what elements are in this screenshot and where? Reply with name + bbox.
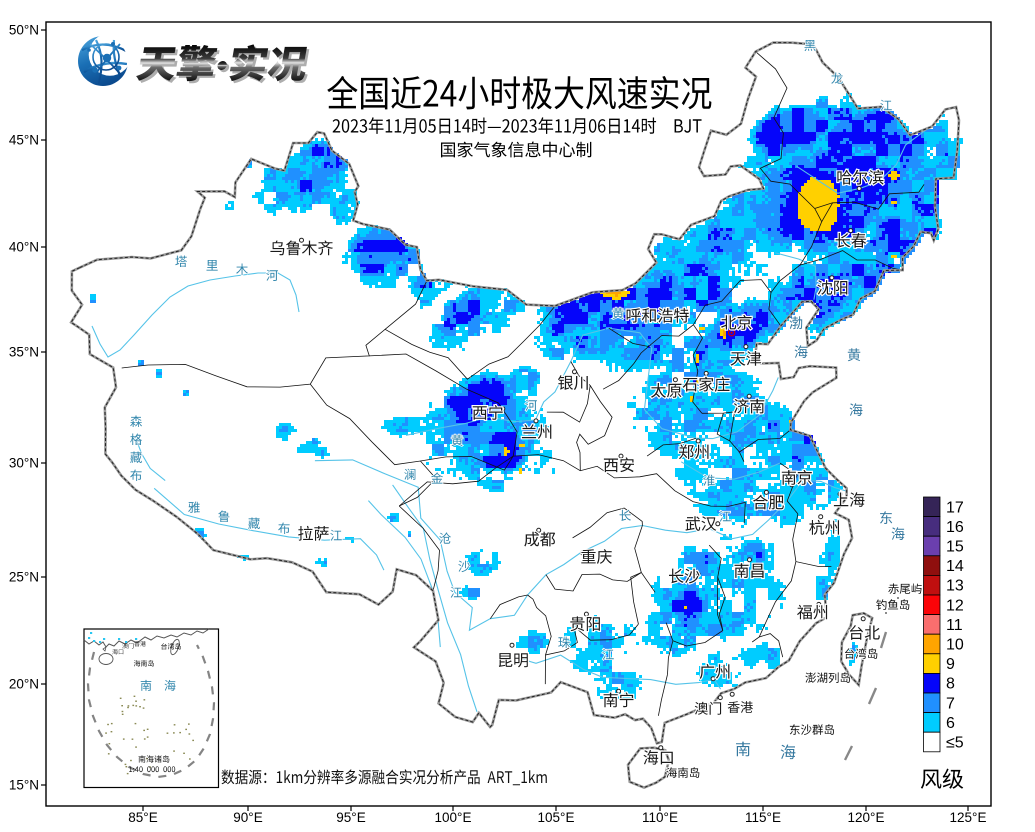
svg-text:40°N: 40°N	[9, 240, 39, 255]
svg-text:100°E: 100°E	[435, 810, 472, 825]
svg-text:10: 10	[946, 637, 964, 654]
svg-text:120°E: 120°E	[848, 810, 885, 825]
svg-text:125°E: 125°E	[950, 810, 987, 825]
svg-text:20°N: 20°N	[9, 677, 39, 692]
svg-text:11: 11	[946, 617, 963, 634]
svg-text:14: 14	[946, 558, 964, 575]
svg-text:12: 12	[946, 597, 964, 614]
svg-text:30°N: 30°N	[9, 456, 39, 471]
svg-text:9: 9	[946, 656, 955, 673]
svg-text:≤5: ≤5	[946, 735, 964, 752]
svg-text:35°N: 35°N	[9, 345, 39, 360]
svg-text:90°E: 90°E	[233, 810, 262, 825]
svg-text:15: 15	[946, 539, 964, 556]
svg-text:95°E: 95°E	[336, 810, 365, 825]
svg-text:45°N: 45°N	[9, 133, 39, 148]
svg-text:25°N: 25°N	[9, 570, 39, 585]
svg-text:16: 16	[946, 519, 964, 536]
svg-text:85°E: 85°E	[128, 810, 157, 825]
svg-text:13: 13	[946, 578, 964, 595]
svg-text:17: 17	[946, 499, 964, 516]
svg-text:8: 8	[946, 676, 955, 693]
svg-text:115°E: 115°E	[745, 810, 781, 825]
svg-text:105°E: 105°E	[538, 810, 575, 825]
svg-text:110°E: 110°E	[642, 810, 678, 825]
svg-text:7: 7	[946, 695, 955, 712]
svg-text:15°N: 15°N	[9, 778, 39, 793]
svg-text:6: 6	[946, 715, 955, 732]
svg-text:50°N: 50°N	[9, 23, 39, 38]
